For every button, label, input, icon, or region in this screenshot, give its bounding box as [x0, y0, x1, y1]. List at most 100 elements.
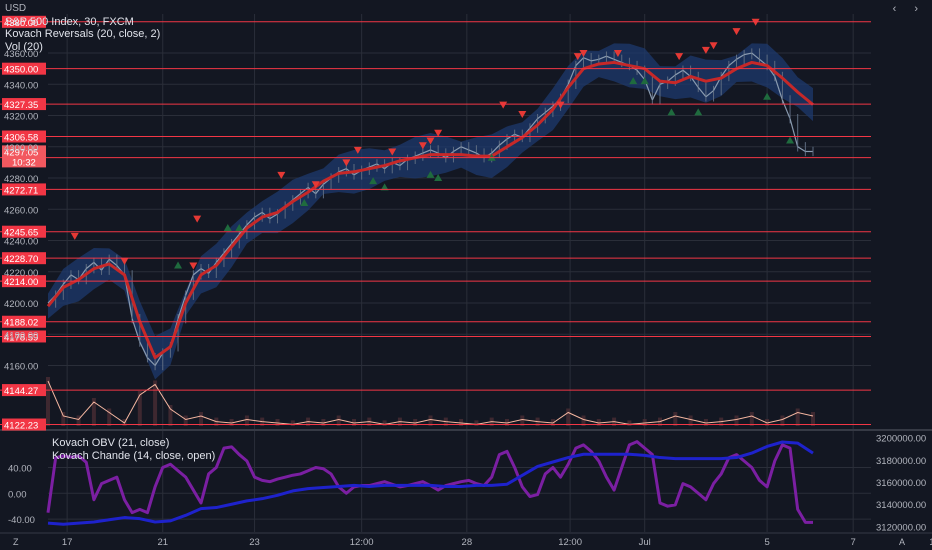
buy-arrow-icon — [235, 224, 244, 232]
sell-arrow-icon — [701, 46, 710, 54]
level-label: 4122.23 — [4, 421, 38, 432]
obv-line — [47, 440, 814, 526]
price-segment — [62, 274, 72, 285]
price-segment — [292, 193, 301, 201]
buy-arrow-icon — [629, 77, 638, 85]
y-tick-label: 4360.00 — [4, 49, 38, 60]
volume-bar — [183, 415, 188, 426]
legend-symbol[interactable]: S&P 500 Index, 30, FXCM — [5, 15, 134, 28]
buy-arrow-icon — [694, 108, 703, 116]
level-label-bg — [2, 183, 46, 196]
legend-reversals[interactable]: Kovach Reversals (20, close, 2) — [5, 28, 161, 40]
price-segment — [583, 57, 592, 62]
chevron-left-icon[interactable]: ‹ — [892, 3, 897, 15]
volume-bar — [795, 408, 800, 426]
sell-arrow-icon — [518, 110, 527, 118]
price-segment — [736, 54, 745, 60]
level-label-bg — [2, 225, 46, 238]
price-segment — [85, 261, 95, 270]
sell-arrow-icon — [434, 129, 443, 137]
price-segment — [751, 52, 760, 60]
legend-volume[interactable]: Vol (20) — [5, 40, 43, 53]
volume-bar — [290, 420, 295, 426]
sell-arrow-icon — [418, 142, 427, 150]
x-tick-label: 12:00 — [558, 537, 582, 548]
y-tick-label: 4240.00 — [4, 237, 38, 248]
sell-arrow-icon — [579, 50, 588, 58]
price-segment — [422, 149, 431, 154]
level-label: 4188.02 — [4, 318, 38, 329]
volume-bar — [749, 412, 754, 426]
x-tick-label: 12:00 — [350, 537, 374, 548]
lower-left-tick: 40.00 — [8, 463, 32, 474]
sell-arrow-icon — [353, 146, 362, 154]
sell-arrow-icon — [311, 181, 320, 189]
moving-average — [46, 60, 814, 360]
y-tick-label: 4180.00 — [4, 330, 38, 341]
zoom-reset-button[interactable]: Z — [13, 537, 19, 547]
price-segment — [460, 146, 469, 151]
moving-average-line — [46, 60, 814, 360]
currency-label[interactable]: USD — [5, 3, 27, 14]
sell-arrow-icon — [342, 159, 351, 167]
buy-arrow-icon — [640, 77, 649, 85]
x-tick-label: 17 — [62, 537, 73, 548]
level-label: 4327.35 — [4, 100, 38, 111]
level-label-bg — [2, 98, 46, 111]
y-tick-label: 4280.00 — [4, 174, 38, 185]
price-segment — [498, 138, 508, 146]
price-segment — [789, 118, 799, 147]
price-segment — [453, 146, 462, 152]
legend-obv[interactable]: Kovach OBV (21, close) — [52, 437, 170, 449]
volume-bar — [46, 377, 50, 426]
volume-bar — [566, 408, 571, 426]
volume-bar — [76, 415, 81, 426]
volume-bar — [91, 398, 96, 426]
sell-arrow-icon — [613, 50, 622, 58]
price-segment — [269, 213, 278, 220]
volume-bar — [474, 420, 479, 426]
price-segment — [744, 52, 752, 56]
volume-bar — [168, 405, 173, 426]
price-segment — [338, 168, 347, 173]
buy-arrow-icon — [300, 199, 309, 207]
price-segment — [223, 243, 233, 254]
sell-arrow-icon — [193, 215, 202, 223]
chevron-right-icon[interactable]: › — [914, 3, 918, 15]
price-segment — [414, 152, 424, 157]
level-label: 4350.00 — [4, 65, 38, 76]
level-label-bg — [2, 275, 46, 288]
price-segment — [529, 118, 539, 129]
x-tick-label: 7 — [851, 537, 856, 548]
volume-bar — [137, 391, 142, 426]
price-segment — [797, 146, 806, 152]
buy-arrow-icon — [380, 183, 389, 191]
price-segment — [491, 144, 500, 154]
price-segment — [728, 58, 737, 67]
y-tick-label: 4340.00 — [4, 80, 38, 91]
price-segment — [238, 224, 248, 235]
price-segment — [154, 352, 164, 366]
legend-chande[interactable]: Kovach Chande (14, close, open) — [52, 449, 216, 462]
level-label: 4245.65 — [4, 228, 38, 239]
price-segment — [177, 295, 187, 319]
price-segment — [468, 149, 477, 154]
volume-bar — [244, 415, 249, 426]
volume-bar — [382, 420, 387, 426]
volume-pane — [46, 377, 815, 426]
lower-left-tick: -40.00 — [8, 515, 35, 526]
level-label: 4228.70 — [4, 254, 38, 265]
volume-bar — [734, 415, 739, 426]
volume-bar — [199, 412, 203, 426]
buy-arrow-icon — [763, 92, 772, 100]
volume-bar — [581, 415, 586, 426]
level-label: 4380.00 — [4, 18, 38, 29]
buy-arrow-icon — [786, 136, 795, 144]
auto-scale-button[interactable]: A — [899, 537, 906, 547]
price-segment — [192, 268, 202, 276]
level-label-bg — [2, 330, 46, 343]
volume-bar — [107, 408, 112, 426]
price-segment — [575, 57, 584, 66]
price-segment — [246, 216, 255, 226]
